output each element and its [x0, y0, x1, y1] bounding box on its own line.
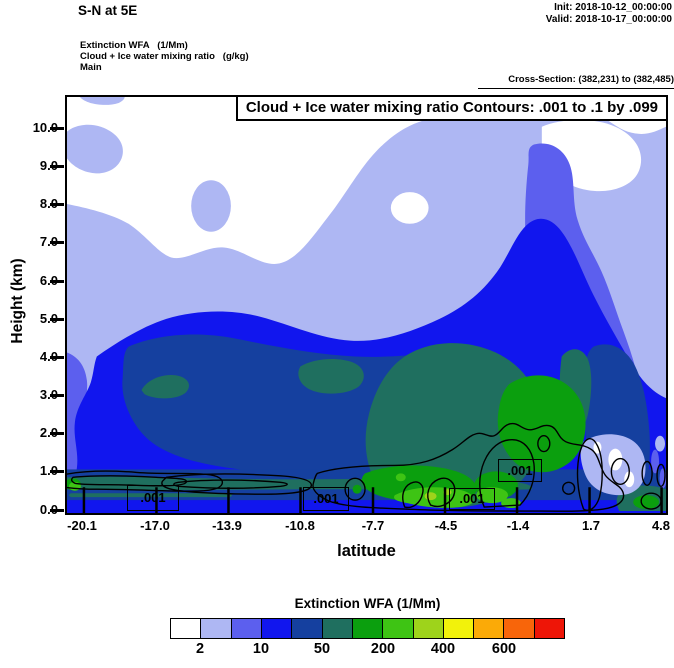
colorbar-swatch [383, 619, 414, 638]
colorbar-swatch [504, 619, 535, 638]
plot-title-box: Cloud + Ice water mixing ratio Contours:… [235, 95, 668, 121]
product-description: Extinction WFA (1/Mm) Cloud + Ice water … [80, 40, 249, 73]
y-tick-label: 5.0 [39, 311, 58, 326]
y-tick-label: 8.0 [39, 196, 58, 211]
y-tick-mark [50, 164, 64, 168]
colorbar-swatch [474, 619, 505, 638]
colorbar-swatch [171, 619, 202, 638]
colorbar-swatch [322, 619, 353, 638]
y-tick-mark [50, 393, 64, 397]
colorbar-tick-label: 400 [430, 641, 456, 657]
y-tick-mark [50, 469, 64, 473]
y-tick-label: 7.0 [39, 234, 58, 249]
colorbar-title: Extinction WFA (1/Mm) [294, 596, 441, 611]
colorbar-swatch [534, 619, 565, 638]
y-tick-label: 4.0 [39, 349, 58, 364]
colorbar-tick-label: 200 [370, 641, 396, 657]
x-axis-title: latitude [337, 542, 396, 560]
contour-label: .001 [449, 488, 495, 510]
y-tick-label: 9.0 [39, 158, 58, 173]
x-tick-label: 4.8 [651, 518, 671, 533]
y-tick-mark [50, 202, 64, 206]
colorbar-tick-label: 2 [195, 641, 205, 657]
cross-section-coords: Cross-Section: (382,231) to (382,485) [478, 74, 674, 89]
colorbar-swatch [201, 619, 232, 638]
y-tick-label: 10.0 [32, 120, 58, 135]
y-tick-mark [50, 126, 64, 130]
y-tick-mark [50, 355, 64, 359]
x-tick-label: -7.7 [361, 518, 385, 533]
x-tick-label: -17.0 [140, 518, 170, 533]
x-tick-label: -10.8 [285, 518, 315, 533]
y-axis-title: Height (km) [9, 258, 26, 344]
y-tick-label: 3.0 [39, 387, 58, 402]
x-tick-label: -1.4 [506, 518, 530, 533]
y-tick-mark [50, 279, 64, 283]
plot-area: Cloud + Ice water mixing ratio Contours:… [65, 95, 668, 515]
y-tick-label: 0.0 [39, 502, 58, 517]
colorbar-swatch [413, 619, 444, 638]
page-title: S-N at 5E [78, 3, 138, 18]
y-tick-mark [50, 317, 64, 321]
y-tick-mark [50, 508, 64, 512]
colorbar-swatch [443, 619, 475, 638]
product-line-contour: Cloud + Ice water mixing ratio (g/kg) [80, 51, 249, 62]
colorbar-tick-label: 10 [252, 641, 270, 657]
valid-time: Valid: 2018-10-17_00:00:00 [545, 14, 672, 25]
y-tick-label: 2.0 [39, 425, 58, 440]
product-line-domain: Main [80, 62, 102, 73]
x-tick-label: -4.5 [434, 518, 458, 533]
colorbar-swatch [231, 619, 262, 638]
product-line-fill: Extinction WFA (1/Mm) [80, 40, 188, 51]
y-tick-label: 1.0 [39, 463, 58, 478]
contour-label: .001 [498, 459, 542, 482]
contour-label: .001 [303, 487, 349, 511]
colorbar-swatch [292, 619, 323, 638]
y-tick-mark [50, 240, 64, 244]
run-times: Init: 2018-10-12_00:00:00 Valid: 2018-10… [420, 2, 672, 26]
colorbar-swatch [261, 619, 293, 638]
y-tick-mark [50, 431, 64, 435]
colorbar-tick-label: 50 [313, 641, 331, 657]
cross-section-plot [67, 97, 666, 513]
y-tick-label: 6.0 [39, 273, 58, 288]
x-tick-label: -13.9 [212, 518, 242, 533]
contour-label: .001 [127, 485, 179, 511]
colorbar-swatch [352, 619, 384, 638]
colorbar-tick-label: 600 [491, 641, 517, 657]
x-tick-label: -20.1 [67, 518, 97, 533]
init-time: Init: 2018-10-12_00:00:00 [554, 2, 672, 13]
x-tick-label: 1.7 [581, 518, 601, 533]
colorbar [170, 618, 565, 639]
